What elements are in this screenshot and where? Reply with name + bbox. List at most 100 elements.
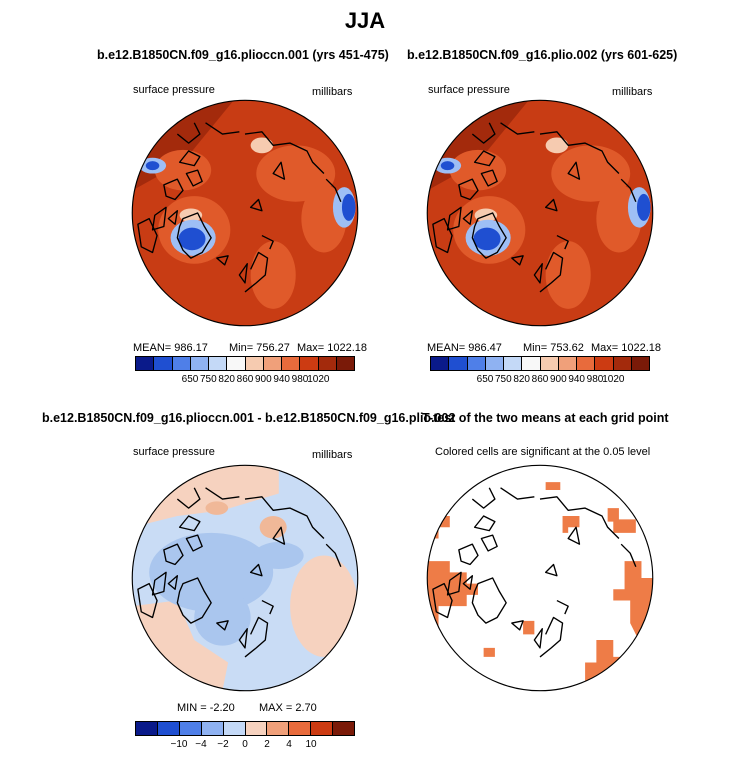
map-boundary [426, 464, 654, 692]
colorbar-swatch [172, 357, 191, 370]
panel-2-variable-label: surface pressure [428, 84, 510, 96]
panel-1-max: Max= 1022.18 [297, 342, 368, 354]
colorbar-tick-label: 1020 [602, 374, 625, 385]
colorbar-swatch [227, 357, 246, 370]
panel-2-max: Max= 1022.18 [591, 342, 662, 354]
colorbar-swatch [631, 357, 649, 370]
map-low-pressure-deep [636, 193, 651, 221]
colorbar-swatch [595, 357, 614, 370]
colorbar-swatch [136, 722, 158, 735]
colorbar-swatch [467, 357, 486, 370]
colorbar-tick-label: 940 [273, 374, 290, 385]
colorbar-swatch [267, 722, 290, 735]
colorbar-tick-label: 900 [254, 374, 272, 385]
panel-1-mean: MEAN= 986.17 [133, 342, 208, 354]
map-positive-anomaly [259, 515, 287, 539]
panel-3-title: b.e12.B1850CN.f09_g16.plioccn.001 - b.e1… [42, 411, 456, 425]
colorbar-tick-label: 4 [286, 739, 292, 750]
panel-1-variable-label: surface pressure [133, 84, 215, 96]
map-low-pressure-deep [341, 193, 356, 221]
panel-4-polar-map [426, 464, 654, 692]
colorbar-swatch [289, 722, 312, 735]
panel-3-max: MAX = 2.70 [259, 702, 317, 714]
colorbar-tick-label: 650 [476, 374, 494, 385]
map-negative-anomaly [254, 541, 304, 569]
colorbar-swatch [157, 722, 180, 735]
panel-3-colorbar-ticks: −10 −4 −2 0 2 4 10 [135, 739, 355, 753]
colorbar-tick-label: 2 [264, 739, 270, 750]
colorbar-swatch [263, 357, 282, 370]
panel-2-min: Min= 753.62 [523, 342, 584, 354]
panel-3-polar-map [131, 464, 359, 692]
map-boundary [131, 464, 359, 692]
colorbar-tick-label: 0 [242, 739, 248, 750]
panel-1-polar-map [131, 99, 359, 327]
significant-cells [562, 515, 580, 533]
map-boundary [426, 99, 654, 327]
colorbar-tick-label: 900 [549, 374, 567, 385]
colorbar-swatch [300, 357, 319, 370]
map-low-pressure-deep [440, 161, 455, 171]
colorbar-swatch [179, 722, 202, 735]
significant-cells [607, 508, 636, 533]
colorbar-swatch [540, 357, 559, 370]
colorbar-swatch [449, 357, 468, 370]
colorbar-tick-label: 10 [305, 739, 317, 750]
significant-cells [483, 647, 495, 657]
panel-2-colorbar [430, 356, 650, 371]
map-light-region [250, 241, 296, 309]
map-low-pressure-deep [178, 227, 206, 251]
colorbar-swatch [311, 722, 334, 735]
panel-2-colorbar-ticks: 650 750 820 860 900 940 980 1020 [430, 374, 650, 388]
significant-cells [545, 482, 561, 491]
panel-1-colorbar [135, 356, 355, 371]
panel-4-subtitle: Colored cells are significant at the 0.0… [435, 446, 651, 458]
colorbar-tick-label: 980 [291, 374, 309, 385]
colorbar-swatch [522, 357, 541, 370]
panel-1-units-label: millibars [312, 86, 353, 98]
map-pale-region [545, 137, 569, 154]
colorbar-tick-label: 860 [236, 374, 254, 385]
panel-2-polar-map [426, 99, 654, 327]
colorbar-swatch [190, 357, 209, 370]
colorbar-swatch [245, 722, 268, 735]
colorbar-tick-label: 750 [199, 374, 217, 385]
colorbar-tick-label: 860 [531, 374, 549, 385]
map-light-region [545, 241, 591, 309]
colorbar-tick-label: 940 [568, 374, 585, 385]
colorbar-swatch [282, 357, 301, 370]
panel-3-variable-label: surface pressure [133, 446, 215, 458]
colorbar-tick-label: 750 [494, 374, 512, 385]
panel-2-units-label: millibars [612, 86, 653, 98]
map-pale-region [250, 137, 274, 154]
colorbar-tick-label: 650 [181, 374, 199, 385]
panel-1-title: b.e12.B1850CN.f09_g16.plioccn.001 (yrs 4… [97, 48, 389, 62]
colorbar-swatch [558, 357, 577, 370]
panel-1-min: Min= 756.27 [229, 342, 290, 354]
colorbar-swatch [154, 357, 173, 370]
panel-1-colorbar-ticks: 650 750 820 860 900 940 980 1020 [135, 374, 355, 388]
map-positive-anomaly [290, 555, 358, 657]
colorbar-swatch [333, 722, 355, 735]
colorbar-tick-label: −4 [195, 739, 207, 750]
colorbar-swatch [245, 357, 264, 370]
panel-2-mean: MEAN= 986.47 [427, 342, 502, 354]
colorbar-swatch [136, 357, 155, 370]
map-low-pressure-deep [145, 161, 160, 171]
colorbar-swatch [318, 357, 337, 370]
colorbar-tick-label: −10 [170, 739, 188, 750]
significant-cells [427, 561, 478, 629]
colorbar-swatch [613, 357, 632, 370]
panel-3-colorbar [135, 721, 355, 736]
colorbar-tick-label: 980 [586, 374, 604, 385]
colorbar-tick-label: −2 [217, 739, 229, 750]
panel-3-units-label: millibars [312, 449, 353, 461]
colorbar-tick-label: 1020 [307, 374, 330, 385]
map-negative-anomaly [194, 589, 251, 646]
map-boundary [131, 99, 359, 327]
colorbar-swatch [431, 357, 450, 370]
panel-2-title: b.e12.B1850CN.f09_g16.plio.002 (yrs 601-… [407, 48, 678, 62]
colorbar-swatch [504, 357, 523, 370]
significant-cells [523, 620, 535, 635]
colorbar-swatch [223, 722, 246, 735]
